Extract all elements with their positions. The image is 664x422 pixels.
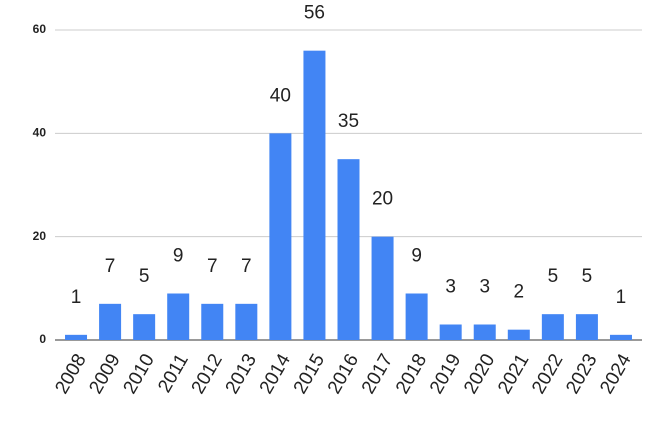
value-label: 3: [445, 277, 456, 298]
value-label: 20: [372, 189, 393, 210]
value-label: 35: [338, 111, 359, 132]
x-tick-label: 2013: [222, 351, 261, 398]
value-label: 1: [616, 287, 627, 308]
value-label: 40: [270, 85, 291, 106]
bar: [303, 50, 326, 341]
x-tick-label: 2009: [85, 351, 124, 398]
bar: [235, 303, 258, 340]
x-tick-label: 2012: [188, 351, 227, 398]
x-tick-label: 2016: [324, 351, 363, 398]
bar: [201, 303, 224, 340]
value-label: 5: [139, 266, 150, 287]
bar: [337, 159, 360, 340]
x-tick-label: 2011: [154, 351, 193, 397]
x-tick-label: 2024: [596, 350, 636, 397]
x-tick-label: 2017: [358, 351, 397, 398]
x-tick-label: 2008: [51, 351, 90, 398]
bar: [575, 314, 598, 340]
x-tick-label: 2021: [494, 351, 533, 398]
value-label: 5: [548, 266, 559, 287]
bar: [269, 133, 292, 340]
bar: [405, 293, 428, 340]
value-label: 7: [105, 256, 116, 277]
value-label: 7: [241, 256, 252, 277]
x-tick-label: 2014: [256, 350, 296, 397]
value-label: 56: [304, 3, 325, 24]
y-tick-label: 60: [33, 22, 47, 36]
y-tick-label: 0: [39, 332, 46, 346]
value-label: 2: [514, 282, 525, 303]
bar: [99, 303, 122, 340]
x-tick-label: 2022: [528, 351, 567, 398]
value-label: 7: [207, 256, 218, 277]
bar: [541, 314, 564, 340]
x-tick-label: 2023: [562, 351, 601, 398]
bar: [167, 293, 190, 340]
x-tick-label: 2020: [460, 351, 499, 398]
value-label: 5: [582, 266, 593, 287]
bar: [507, 329, 530, 340]
bar: [473, 324, 496, 340]
y-tick-label: 20: [33, 229, 47, 243]
x-tick-label: 2018: [392, 351, 431, 398]
bar: [439, 324, 462, 340]
bar: [133, 314, 156, 340]
y-tick-label: 40: [33, 126, 47, 140]
value-label: 9: [411, 246, 422, 267]
value-label: 3: [479, 277, 490, 298]
x-tick-label: 2010: [119, 351, 158, 398]
bar: [371, 236, 394, 340]
x-tick-label: 2015: [290, 351, 329, 398]
x-tick-label: 2019: [426, 351, 465, 398]
bar: [609, 334, 632, 340]
value-label: 9: [173, 246, 184, 267]
bar: [65, 334, 88, 340]
value-label: 1: [71, 287, 82, 308]
